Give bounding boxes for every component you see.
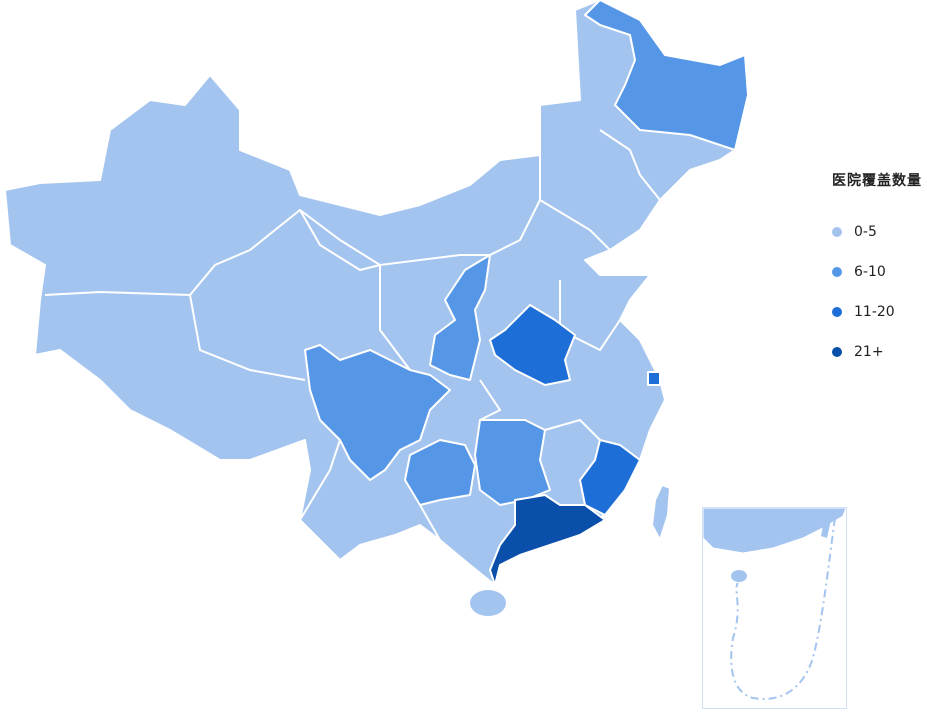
province-border: [419, 504, 441, 541]
legend-item-21-plus[interactable]: 21+: [832, 332, 922, 372]
legend-label: 6-10: [854, 264, 886, 280]
legend-dot-icon: [832, 227, 842, 237]
legend: 医院覆盖数量 0-5 6-10 11-20 21+: [832, 170, 922, 372]
province-border: [489, 155, 541, 256]
legend-label: 21+: [854, 344, 884, 360]
legend-dot-icon: [832, 267, 842, 277]
province-guangdong[interactable]: [489, 494, 606, 586]
province-hunan[interactable]: [474, 419, 551, 506]
inset-mainland: [702, 507, 847, 554]
legend-dot-icon: [832, 347, 842, 357]
province-border: [544, 418, 601, 441]
legend-label: 0-5: [854, 224, 877, 240]
legend-label: 11-20: [854, 304, 895, 320]
inset-hainan: [731, 570, 747, 582]
province-border: [299, 439, 341, 521]
china-mainland[interactable]: [4, 0, 749, 586]
province-shanghai[interactable]: [647, 371, 661, 386]
south-china-sea-inset: [702, 507, 847, 709]
province-sichuan[interactable]: [304, 344, 451, 481]
province-border: [299, 209, 381, 272]
inset-taiwan: [821, 516, 831, 538]
province-border: [539, 199, 611, 251]
province-hainan[interactable]: [470, 590, 506, 616]
legend-item-11-20[interactable]: 11-20: [832, 292, 922, 332]
province-shaanxi[interactable]: [429, 254, 491, 381]
province-border: [379, 265, 411, 371]
province-border: [479, 379, 502, 421]
province-heilongjiang[interactable]: [584, 0, 749, 151]
province-fujian[interactable]: [579, 439, 641, 516]
province-taiwan[interactable]: [651, 484, 671, 541]
province-border: [189, 294, 306, 381]
legend-item-0-5[interactable]: 0-5: [832, 212, 922, 252]
legend-dot-icon: [832, 307, 842, 317]
nine-dash-line: [730, 517, 836, 700]
province-henan[interactable]: [489, 304, 576, 386]
legend-title: 医院覆盖数量: [832, 173, 922, 189]
legend-item-6-10[interactable]: 6-10: [832, 252, 922, 292]
province-guizhou[interactable]: [404, 439, 476, 506]
province-border: [559, 280, 621, 352]
province-border: [599, 129, 661, 201]
